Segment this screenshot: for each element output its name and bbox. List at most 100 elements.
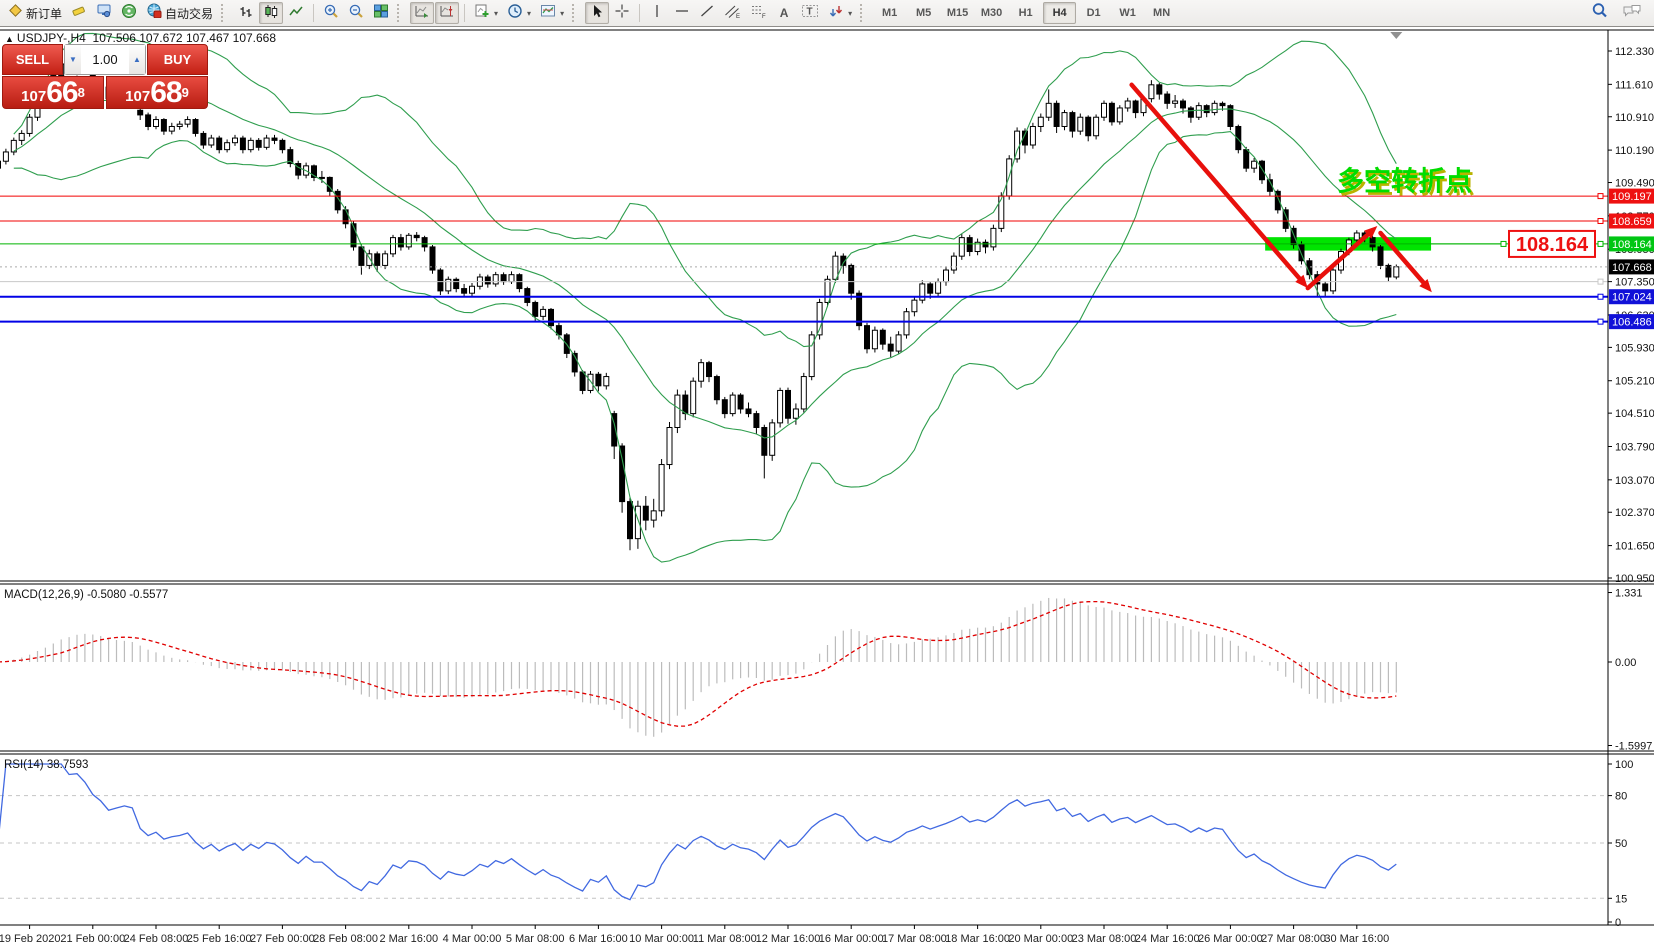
time-tick-label: 24 Feb 08:00 [124, 933, 189, 945]
bar-chart-button[interactable] [234, 2, 258, 24]
trend-arrowhead [1295, 274, 1308, 289]
price-tag-107.024 [1609, 289, 1654, 305]
trend-arrow-1[interactable] [1129, 82, 1306, 286]
sell-price-button[interactable]: 107 66 8 [2, 76, 104, 109]
rsi-tick-label: 0 [1615, 917, 1621, 929]
rsi-tick-label: 50 [1615, 838, 1627, 850]
volume-decrease-button[interactable]: ▼ [65, 45, 81, 74]
price-chart[interactable]: 多空转折点多空转折点108.164112.330111.610110.91011… [0, 28, 1654, 948]
candlestick-chart-button[interactable] [259, 2, 284, 24]
macd-tick-label: -1.5997 [1615, 741, 1652, 753]
auto-scroll-button[interactable] [410, 2, 435, 24]
expert-advisor-button[interactable] [92, 2, 116, 24]
arrows-tool-button[interactable]: ▾ [824, 2, 856, 24]
line-chart-icon [288, 3, 304, 24]
new-order-button[interactable]: 新订单 [4, 2, 66, 24]
trend-arrow-3[interactable] [1378, 230, 1430, 290]
line-chart-button[interactable] [284, 2, 308, 24]
channel-button[interactable]: E [720, 2, 745, 24]
eraser-button[interactable] [67, 2, 91, 24]
trade-panel-price-row: 107 66 8 107 68 9 [2, 76, 208, 109]
hline-anchor[interactable] [1597, 318, 1604, 325]
cursor-button[interactable] [585, 2, 610, 24]
tile-windows-button[interactable] [369, 2, 393, 24]
price-tag-text: 108.164 [1612, 239, 1652, 251]
chevron-down-icon: ▾ [494, 8, 499, 18]
time-tick-label: 17 Mar 08:00 [882, 933, 947, 945]
price-tick-label: 111.610 [1615, 79, 1653, 91]
price-tick-label: 112.330 [1615, 46, 1654, 58]
price-axis[interactable]: 112.330111.610110.910110.190109.490108.7… [1608, 46, 1654, 585]
macd-title: MACD(12,26,9) [4, 589, 84, 601]
horizontal-line-icon [674, 3, 690, 24]
chart-shift-marker[interactable] [1390, 32, 1403, 39]
time-tick-label: 12 Mar 16:00 [756, 933, 821, 945]
sell-price-big: 66 [46, 76, 78, 109]
collapse-triangle-icon[interactable]: ▲ [5, 34, 14, 44]
timeframe-m1[interactable]: M1 [881, 7, 898, 19]
macd-tick-label: 0.00 [1615, 657, 1636, 669]
hline-anchor[interactable] [1597, 193, 1604, 200]
timeframe-h1[interactable]: H1 [1018, 7, 1033, 19]
rsi-line [0, 763, 1397, 901]
timeframe-mn[interactable]: MN [1153, 7, 1171, 19]
price-tick-label: 102.370 [1615, 507, 1654, 519]
chat-button[interactable] [1618, 2, 1646, 24]
hline-anchor[interactable] [1597, 240, 1604, 247]
trend-arrow-2[interactable] [1305, 228, 1375, 291]
hline-anchor[interactable] [1597, 293, 1604, 300]
signal-icon [121, 3, 137, 23]
chart-shift-icon [439, 3, 455, 24]
time-tick-label: 26 Mar 00:00 [1198, 933, 1263, 945]
price-box[interactable] [1508, 229, 1596, 258]
crosshair-button[interactable] [610, 2, 634, 24]
chat-icon [1622, 3, 1642, 24]
signal-button[interactable] [117, 2, 141, 24]
bollinger-middle [13, 95, 1397, 439]
fibonacci-button[interactable]: F [746, 2, 771, 24]
buy-button[interactable]: BUY [147, 44, 208, 75]
timeframe-w1[interactable]: W1 [1119, 7, 1136, 19]
timeframe-h4[interactable]: H4 [1043, 2, 1077, 24]
zoom-out-button[interactable] [344, 2, 368, 24]
buy-price-button[interactable]: 107 68 9 [106, 76, 208, 109]
buy-price-small: 107 [125, 88, 151, 105]
zoom-in-button[interactable] [319, 2, 343, 24]
timeframe-d1[interactable]: D1 [1086, 7, 1101, 19]
fibo-suffix-glyph: F [762, 14, 766, 19]
chevron-down-icon: ▾ [527, 8, 532, 18]
text-tool-button[interactable]: A [772, 2, 796, 24]
volume-input[interactable] [81, 45, 129, 74]
symbol-title: USDJPY-,H4 [16, 31, 86, 45]
sell-button[interactable]: SELL [2, 44, 63, 75]
price-tag-text: 109.197 [1612, 191, 1652, 203]
search-button[interactable] [1587, 2, 1612, 24]
periods-button[interactable]: ▾ [503, 2, 535, 24]
buy-price-big: 68 [150, 76, 182, 109]
chevron-down-icon: ▾ [848, 8, 853, 18]
auto-trading-button[interactable]: 自动交易 [142, 2, 217, 24]
arrows-tool-icon [828, 3, 844, 24]
clock-icon [507, 3, 523, 24]
timeframe-m15[interactable]: M15 [946, 7, 969, 19]
channel-suffix-glyph: E [736, 14, 740, 19]
zoom-out-icon [348, 3, 364, 24]
crosshair-icon [614, 3, 630, 24]
new-chart-button[interactable]: ▾ [470, 2, 502, 24]
timeframe-m5[interactable]: M5 [915, 7, 932, 19]
toolbar-grip [221, 4, 230, 22]
trendline-button[interactable] [695, 2, 719, 24]
text-label-button[interactable]: T [797, 2, 823, 24]
horizontal-line-button[interactable] [670, 2, 694, 24]
vertical-line-button[interactable] [645, 2, 669, 24]
chart-shift-button[interactable] [435, 2, 460, 24]
hline-anchor[interactable] [1597, 218, 1604, 225]
timeframe-m30[interactable]: M30 [980, 7, 1003, 19]
hline-anchor[interactable] [1597, 278, 1604, 285]
template-button[interactable]: ▾ [536, 2, 568, 24]
rsi-tick-label: 15 [1615, 893, 1627, 905]
trendline-icon [699, 3, 715, 24]
volume-increase-button[interactable]: ▲ [129, 45, 145, 74]
